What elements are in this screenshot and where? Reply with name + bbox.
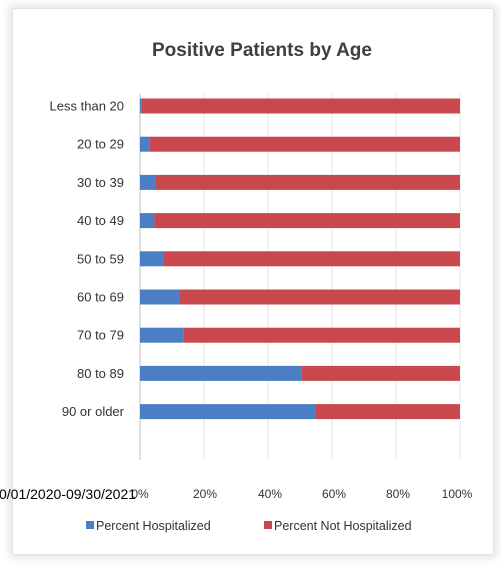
legend: Percent Hospitalized Percent Not Hospital… (86, 519, 412, 533)
x-tick-label: 40% (258, 487, 282, 501)
bar-hospitalized (140, 136, 150, 152)
bar-hospitalized (140, 251, 164, 267)
chart-title: Positive Patients by Age (152, 40, 372, 61)
x-tick-label: 80% (386, 487, 410, 501)
x-tick-label: 100% (442, 487, 473, 501)
gridlines (139, 94, 461, 460)
bar-not-hospitalized (141, 98, 460, 114)
bar-not-hospitalized (183, 327, 460, 343)
category-label: 30 to 39 (77, 175, 124, 190)
legend-label: Percent Not Hospitalized (274, 519, 412, 533)
category-label: 60 to 69 (77, 290, 124, 305)
bar-not-hospitalized (154, 213, 460, 229)
bar-hospitalized (140, 174, 156, 190)
date-range-footnote: 0/01/2020-09/30/2021 (0, 486, 136, 502)
bar-hospitalized (140, 404, 316, 420)
x-tick-label: 0% (131, 487, 149, 501)
bar-hospitalized (140, 365, 302, 381)
bar-hospitalized (140, 289, 180, 305)
bar-hospitalized (140, 327, 184, 343)
category-label: 50 to 59 (77, 251, 124, 266)
bar-hospitalized (140, 213, 155, 229)
bar-not-hospitalized (180, 289, 460, 305)
legend-swatch (86, 521, 94, 529)
category-label: 90 or older (62, 404, 125, 419)
x-tick-labels: 0% 20% 40% 60% 80% 100% (131, 487, 472, 501)
x-tick-label: 60% (322, 487, 346, 501)
category-label: Less than 20 (50, 99, 124, 114)
bar-hospitalized (140, 98, 142, 114)
legend-label: Percent Hospitalized (96, 519, 211, 533)
category-label: 80 to 89 (77, 366, 124, 381)
bar-not-hospitalized (156, 174, 460, 190)
bar-not-hospitalized (301, 365, 460, 381)
bar-not-hospitalized (164, 251, 460, 267)
category-label: 20 to 29 (77, 137, 124, 152)
category-label: 40 to 49 (77, 213, 124, 228)
bar-not-hospitalized (149, 136, 460, 152)
bars (140, 98, 460, 420)
x-tick-label: 20% (193, 487, 217, 501)
bar-not-hospitalized (316, 404, 460, 420)
category-label: 70 to 79 (77, 328, 124, 343)
category-labels: Less than 20 20 to 29 30 to 39 40 to 49 50 t… (50, 99, 125, 420)
legend-swatch (264, 521, 272, 529)
